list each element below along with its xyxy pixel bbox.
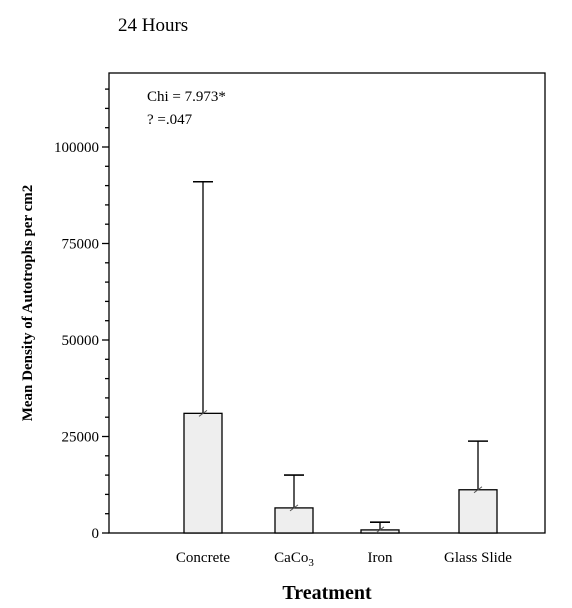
mean-marker bbox=[198, 409, 208, 417]
category-labels: Concrete CaCo3 Iron Glass Slide bbox=[176, 550, 512, 569]
y-tick-label: 50000 bbox=[62, 333, 100, 349]
y-tick-label: 0 bbox=[92, 526, 100, 542]
y-axis-label: Mean Density of Autotrophs per cm2 bbox=[20, 185, 36, 422]
plot-frame bbox=[108, 72, 546, 534]
annotation-p: ? =.047 bbox=[147, 112, 193, 128]
annotation-chi: Chi = 7.973* bbox=[147, 89, 226, 105]
bars bbox=[183, 180, 498, 534]
y-tick-label: 75000 bbox=[62, 237, 100, 253]
mean-marker bbox=[473, 486, 483, 494]
y-minor-ticks bbox=[105, 88, 109, 515]
bar bbox=[183, 412, 223, 534]
mean-marker bbox=[375, 526, 385, 534]
y-major-ticks: 0 25000 50000 75000 100000 bbox=[54, 140, 109, 542]
y-tick-label: 100000 bbox=[54, 140, 99, 156]
mean-marker bbox=[289, 504, 299, 512]
chart-title: 24 Hours bbox=[118, 15, 188, 36]
bar bbox=[458, 489, 498, 534]
category-label: Glass Slide bbox=[444, 550, 512, 566]
category-label: CaCo3 bbox=[274, 550, 314, 569]
bar bbox=[274, 507, 314, 534]
y-tick-label: 25000 bbox=[62, 430, 100, 446]
x-axis-label: Treatment bbox=[282, 582, 372, 604]
category-label: Concrete bbox=[176, 550, 230, 566]
category-label: Iron bbox=[368, 550, 393, 566]
